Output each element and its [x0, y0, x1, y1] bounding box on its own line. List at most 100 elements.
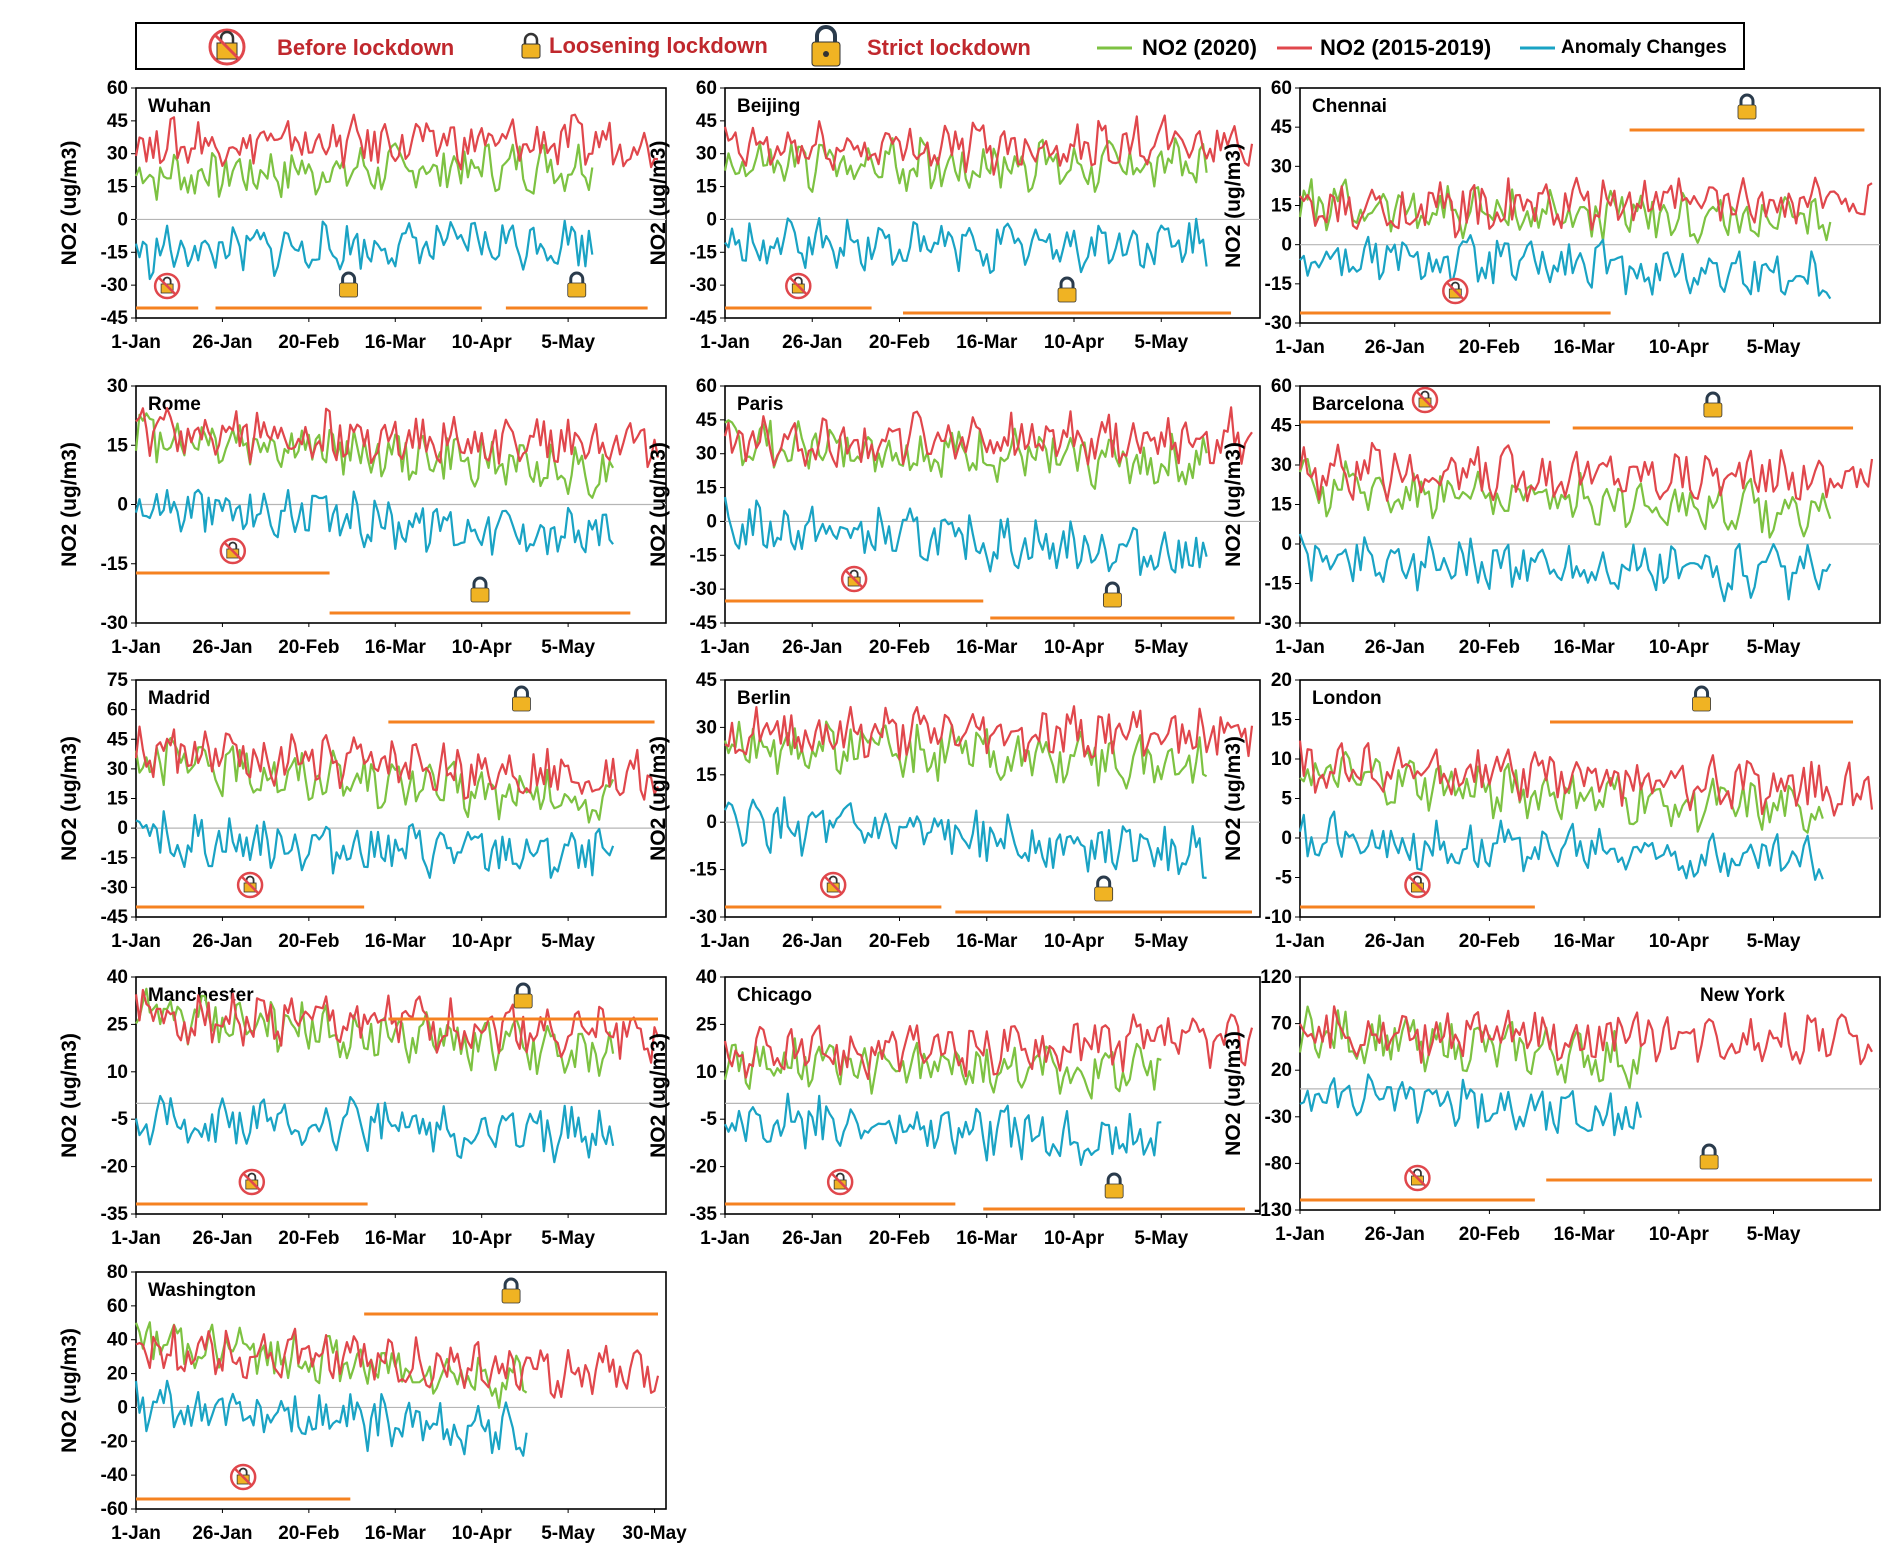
- y-axis-label: NO2 (ug/m3): [58, 736, 81, 861]
- y-tick-label: 15: [696, 177, 718, 198]
- legend-no2-hist-label: NO2 (2015-2019): [1320, 35, 1491, 60]
- x-tick-label: 16-Mar: [365, 332, 427, 353]
- series-line-no2-2015-2019-: [134, 725, 659, 801]
- x-tick-label: 20-Feb: [1459, 337, 1520, 358]
- y-tick-label: -35: [101, 1204, 129, 1225]
- y-tick-label: 120: [1260, 967, 1292, 988]
- x-tick-label: 20-Feb: [869, 931, 930, 952]
- y-tick-label: 15: [696, 765, 718, 786]
- x-tick-label: 10-Apr: [452, 931, 513, 952]
- plot-frame: [724, 976, 1261, 1215]
- y-axis-label: NO2 (ug/m3): [1222, 143, 1245, 268]
- x-tick-label: 16-Mar: [365, 637, 427, 658]
- y-tick-label: 20: [1271, 670, 1292, 691]
- series-line-anomaly-changes: [723, 496, 1208, 577]
- y-tick-label: 45: [107, 111, 129, 132]
- before-lockdown-icon: [785, 272, 812, 300]
- x-tick-label: 20-Feb: [1459, 1224, 1520, 1245]
- y-tick-label: -30: [690, 579, 717, 600]
- x-tick-label: 26-Jan: [192, 1228, 252, 1249]
- series-line-no2-2020-: [1298, 178, 1832, 244]
- x-tick-label: 1-Jan: [1275, 931, 1325, 952]
- x-tick-label: 10-Apr: [452, 1228, 513, 1249]
- x-tick-label: 16-Mar: [365, 1523, 427, 1544]
- y-tick-label: 45: [1271, 416, 1293, 437]
- x-tick-label: 16-Mar: [1553, 931, 1615, 952]
- before-lockdown-icon: [219, 537, 247, 565]
- x-tick-label: 5-May: [1134, 931, 1188, 952]
- panel-title: Washington: [148, 1280, 256, 1301]
- panel-london: 20 15 10 5 0 -5 -10 1-Jan 26-Jan 20-Feb 16-Mar 10-A…: [1222, 670, 1881, 952]
- y-tick-label: -10: [1265, 907, 1292, 928]
- before-lockdown-icon: [819, 871, 847, 899]
- x-tick-label: 16-Mar: [956, 931, 1018, 952]
- series-line-anomaly-changes: [134, 1094, 615, 1164]
- series-line-anomaly-changes: [1298, 810, 1824, 881]
- x-tick-label: 10-Apr: [1649, 637, 1710, 658]
- series-line-anomaly-changes: [134, 1379, 528, 1457]
- lock-icon: [1737, 93, 1757, 120]
- y-tick-label: 0: [706, 812, 717, 833]
- lock-icon: [512, 685, 531, 712]
- lock-icon: [1094, 875, 1114, 902]
- x-tick-label: 10-Apr: [1649, 1224, 1710, 1245]
- y-tick-label: -130: [1254, 1200, 1292, 1221]
- legend-anomaly-label: Anomaly Changes: [1561, 37, 1727, 58]
- series-line-no2-2015-2019-: [723, 406, 1253, 468]
- y-tick-label: 40: [107, 967, 128, 988]
- y-tick-label: -15: [101, 848, 129, 869]
- x-tick-label: 16-Mar: [365, 931, 427, 952]
- x-tick-label: 26-Jan: [192, 637, 252, 658]
- y-tick-label: 10: [696, 1062, 717, 1083]
- panel-paris: 60 45 30 15 0 -15 -30 -45 1-Jan 26-Jan 20-Feb 16-Ma…: [647, 376, 1261, 658]
- y-tick-label: -45: [101, 907, 129, 928]
- before-lockdown-icon: [826, 1168, 854, 1196]
- panel-title: Rome: [148, 394, 201, 415]
- x-tick-label: 5-May: [1134, 1228, 1188, 1249]
- y-tick-label: 0: [117, 1397, 128, 1418]
- panel-title: Barcelona: [1312, 394, 1404, 415]
- y-axis-label: NO2 (ug/m3): [58, 141, 81, 266]
- y-tick-label: 0: [706, 209, 717, 230]
- y-tick-label: -30: [101, 275, 128, 296]
- y-tick-label: -5: [700, 1109, 717, 1130]
- y-tick-label: 60: [1271, 376, 1292, 397]
- y-axis-label: NO2 (ug/m3): [647, 141, 670, 266]
- y-tick-label: 5: [1281, 789, 1292, 810]
- y-axis-label: NO2 (ug/m3): [1222, 1031, 1245, 1156]
- y-tick-label: 80: [107, 1262, 128, 1283]
- y-tick-label: -30: [1265, 613, 1292, 634]
- lock-icon: [1104, 1172, 1124, 1199]
- y-tick-label: -30: [690, 907, 717, 928]
- y-tick-label: -20: [101, 1157, 128, 1178]
- before-lockdown-icon: [208, 28, 246, 66]
- lock-icon: [339, 271, 359, 298]
- series-line-no2-2020-: [1298, 457, 1832, 539]
- y-axis-label: NO2 (ug/m3): [58, 442, 81, 567]
- before-lockdown-icon: [1404, 1164, 1431, 1192]
- x-tick-label: 10-Apr: [1044, 931, 1105, 952]
- x-tick-label: 26-Jan: [1365, 337, 1425, 358]
- before-lockdown-icon: [1411, 386, 1439, 414]
- series-line-no2-2020-: [1299, 750, 1824, 834]
- y-tick-label: 60: [107, 1296, 128, 1317]
- before-lockdown-icon: [236, 871, 264, 899]
- y-tick-label: 30: [107, 759, 128, 780]
- panel-title: Beijing: [737, 96, 800, 117]
- y-tick-label: -35: [690, 1204, 718, 1225]
- y-tick-label: -5: [1275, 868, 1292, 889]
- series-line-anomaly-changes: [724, 217, 1208, 274]
- series-line-no2-2015-2019-: [135, 407, 660, 469]
- x-tick-label: 5-May: [541, 637, 595, 658]
- x-tick-label: 10-Apr: [1649, 337, 1710, 358]
- plot-frame: [135, 1271, 667, 1510]
- series-line-anomaly-changes: [724, 796, 1207, 879]
- y-tick-label: -80: [1265, 1153, 1292, 1174]
- y-tick-label: 45: [1271, 117, 1293, 138]
- x-tick-label: 5-May: [1747, 637, 1801, 658]
- panel-title: Berlin: [737, 688, 791, 709]
- series-line-no2-2015-2019-: [134, 988, 660, 1064]
- y-tick-label: 60: [1271, 78, 1292, 99]
- series-line-no2-2015-2019-: [723, 114, 1254, 176]
